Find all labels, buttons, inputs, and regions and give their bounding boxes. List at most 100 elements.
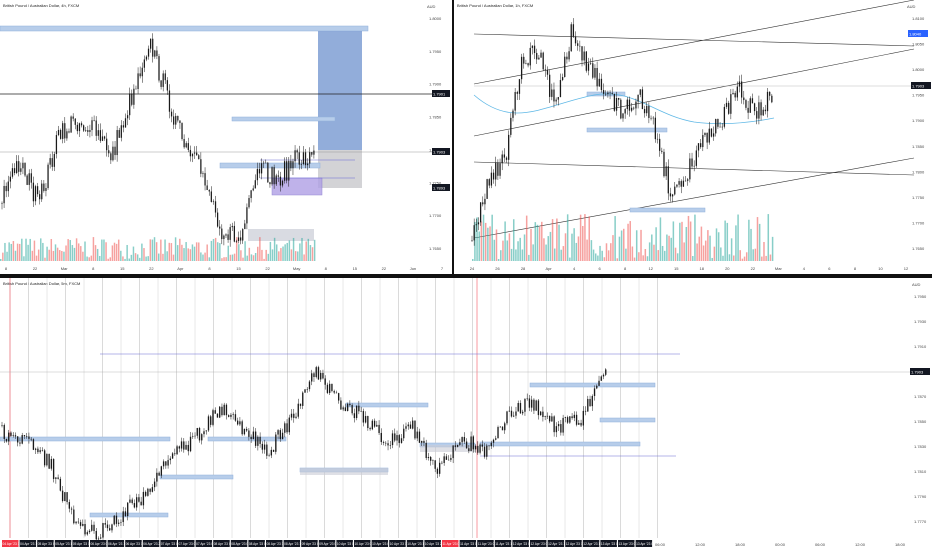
candle-body	[97, 130, 99, 136]
candle-body	[526, 398, 528, 400]
candle-body	[116, 130, 118, 156]
candle-body	[61, 490, 64, 501]
price-badge-label: 1.7901	[433, 92, 446, 97]
candle-body	[64, 123, 66, 139]
pane-top-right[interactable]: British Pound / Australian Dollar, 1h, F…	[454, 0, 932, 274]
volume-bar	[728, 254, 731, 261]
volume-bar	[263, 258, 265, 261]
volume-bar	[704, 240, 707, 261]
volume-bar	[227, 245, 229, 261]
candle-body	[712, 133, 715, 137]
price-badge	[910, 368, 930, 375]
candle-body	[68, 502, 71, 509]
candle-body	[661, 150, 663, 152]
candle-body	[140, 501, 142, 506]
volume-bar	[130, 254, 133, 261]
candle-body	[536, 52, 538, 60]
chart-canvas-top-left[interactable]: 1.80001.79501.79001.78501.78001.77501.77…	[0, 0, 452, 274]
candle-body	[488, 179, 490, 186]
chart-canvas-bottom[interactable]: 1.79501.79301.79101.78901.78701.78501.78…	[0, 278, 932, 550]
candle-body	[196, 152, 198, 156]
candle-body	[407, 424, 409, 427]
candle-body	[527, 63, 529, 66]
candle-body	[553, 416, 555, 433]
volume-bar	[517, 241, 519, 261]
volume-bar	[612, 235, 614, 261]
trendline	[473, 48, 915, 137]
candle-body	[738, 81, 741, 87]
chart-canvas-top-right[interactable]: 1.8100 1.8050 1.8000 1.7950 1.7900 1.7850 1.78…	[454, 0, 932, 274]
candle-body	[243, 428, 246, 435]
time-tick-label: 22	[149, 266, 154, 271]
price-tick-label: 1.7750	[912, 195, 925, 200]
candle-body	[579, 45, 581, 47]
candle-body	[706, 132, 708, 143]
volume-bar	[69, 240, 71, 261]
pane-divider-horizontal[interactable]	[0, 274, 932, 278]
candle-body	[295, 416, 297, 418]
candle-body	[331, 383, 333, 391]
pane-divider-vertical[interactable]	[452, 0, 454, 274]
time-tick-label: 28	[521, 266, 526, 271]
volume-bar	[250, 254, 253, 261]
volume-bar	[297, 251, 299, 261]
candle-body	[572, 24, 575, 37]
volume-bar	[556, 218, 558, 261]
pane-bottom[interactable]: British Pound / Australian Dollar, 5m, F…	[0, 278, 932, 550]
candle-body	[205, 430, 207, 432]
candle-body	[434, 460, 436, 469]
candle-body	[3, 425, 5, 439]
candle-body	[109, 528, 111, 531]
demand-zone	[231, 116, 336, 122]
candle-body	[7, 181, 9, 192]
candle-body	[376, 424, 378, 427]
candle-body	[382, 442, 385, 443]
volume-bar	[607, 250, 610, 261]
candle-body	[320, 372, 322, 380]
date-chip-label: 13 Apr '23 06:00	[619, 542, 642, 546]
risk-box	[318, 150, 362, 188]
candle-body	[93, 120, 95, 121]
candle-body	[479, 444, 481, 453]
candle-body	[50, 458, 53, 469]
candle-body	[73, 509, 75, 524]
volume-bar	[164, 239, 166, 261]
candle-body	[756, 111, 758, 119]
candle-body	[671, 194, 674, 197]
volume-bar	[538, 226, 541, 261]
volume-bar	[216, 242, 219, 261]
candle-body	[100, 537, 102, 539]
volume-bar	[582, 225, 584, 261]
volume-bar	[280, 248, 282, 261]
supply-zone	[0, 25, 369, 32]
candle-body	[717, 118, 719, 127]
candle-body	[14, 435, 17, 437]
date-chip-label: 11 Apr '23 06:00	[460, 542, 483, 546]
candle-body	[70, 508, 73, 510]
candle-body	[412, 420, 414, 429]
volume-bar	[128, 258, 130, 261]
candle-body	[214, 201, 217, 213]
volume-bar	[575, 242, 578, 261]
volume-bar	[476, 217, 478, 261]
volume-bar	[515, 249, 517, 261]
price-tick-label: 1.7850	[912, 144, 925, 149]
candle-body	[8, 432, 10, 442]
pane-top-left[interactable]: British Pound / Australian Dollar, 4h, F…	[0, 0, 452, 274]
volume-bar	[651, 234, 653, 261]
candle-body	[86, 532, 88, 535]
time-tick-label: 6	[828, 266, 831, 271]
date-chip-label: 12 Apr '23 14:00	[566, 542, 589, 546]
volume-bar	[44, 257, 46, 261]
candle-body	[577, 43, 579, 46]
volume-bar	[709, 235, 711, 261]
date-chip	[635, 540, 653, 547]
volume-bar	[743, 256, 746, 261]
candle-body	[557, 424, 560, 427]
candle-body	[510, 117, 512, 135]
candle-body	[158, 56, 160, 81]
candle-body	[52, 458, 55, 479]
candle-body	[162, 73, 164, 87]
candle-body	[112, 146, 114, 161]
candle-body	[682, 180, 685, 187]
